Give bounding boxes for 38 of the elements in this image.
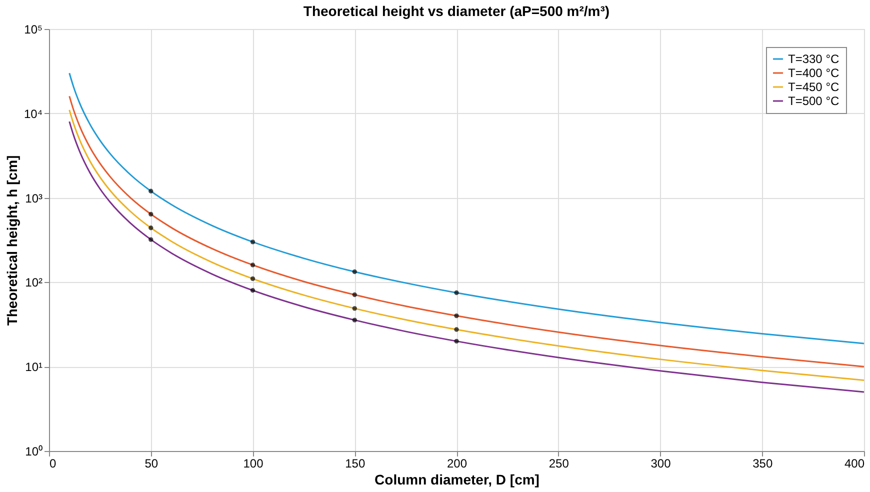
x-tick-label: 350 (752, 456, 773, 470)
y-tick-label: 10⁴ (24, 106, 42, 121)
point (250, 276, 256, 282)
x-tick-label: 250 (548, 456, 570, 470)
point (250, 288, 256, 293)
y-tick-label: 10¹ (25, 360, 43, 374)
x-tick-label: 300 (650, 456, 672, 470)
legend-label: T=450 °C (788, 80, 840, 94)
point (250, 240, 256, 244)
x-tick-label: 400 (844, 456, 865, 470)
point (148, 188, 154, 194)
point (352, 318, 357, 322)
x-tick-label: 200 (446, 456, 468, 470)
x-tick-label: 0 (50, 456, 56, 470)
point (454, 338, 459, 344)
legend-label: T=500 °C (788, 94, 840, 108)
x-axis-title: Column diameter, D [cm] (374, 472, 540, 488)
y-tick-label: 10³ (25, 191, 43, 206)
x-tick-label: 150 (345, 456, 366, 470)
point (352, 269, 357, 274)
legend-label: T=400 °C (788, 66, 840, 80)
y-tick-label: 10⁵ (24, 22, 43, 36)
point (454, 313, 459, 318)
legend-label: T=330 °C (788, 52, 840, 66)
point (250, 262, 256, 268)
point (454, 327, 459, 332)
y-tick-label: 10² (25, 276, 43, 290)
y-axis-title: Theoretical height, h [cm] (4, 155, 20, 326)
point (148, 212, 154, 216)
y-tick-label: 10⁰ (25, 444, 42, 458)
point (454, 290, 459, 296)
point (148, 226, 154, 230)
chart-title: Theoretical height vs diameter (aP=500 m²/m³) (303, 3, 610, 19)
point (352, 292, 357, 298)
point (148, 237, 154, 242)
x-tick-label: 50 (144, 456, 158, 470)
point (352, 306, 357, 311)
x-tick-label: 100 (243, 456, 264, 470)
